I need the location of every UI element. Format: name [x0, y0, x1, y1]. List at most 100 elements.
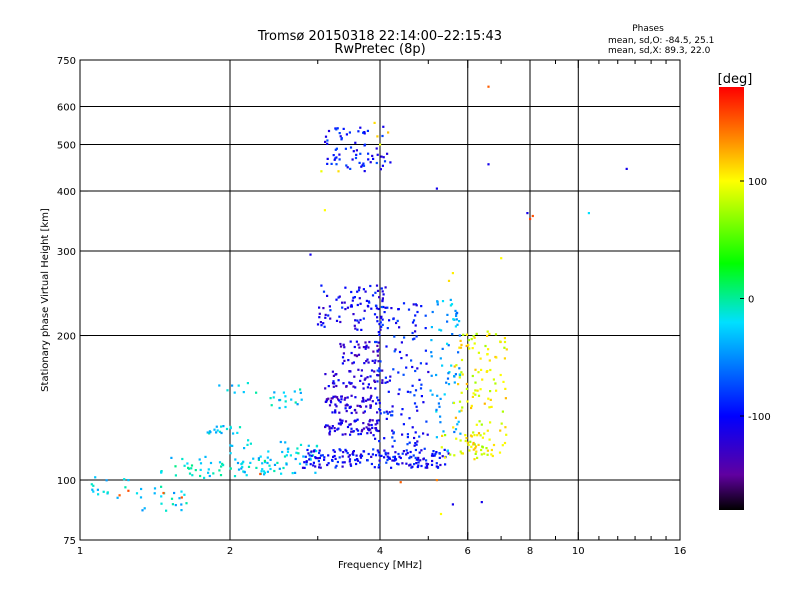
data-point [366, 358, 369, 361]
data-point [360, 328, 363, 331]
data-point [387, 452, 390, 455]
data-point [328, 427, 331, 430]
data-point [344, 396, 347, 400]
data-point [221, 462, 224, 465]
data-point [384, 453, 387, 456]
data-point [334, 395, 337, 398]
data-point [384, 451, 387, 454]
data-point [473, 434, 476, 437]
data-point [269, 467, 272, 471]
data-point [470, 445, 473, 448]
data-point [416, 458, 420, 461]
data-point [356, 458, 359, 461]
data-point [324, 135, 328, 138]
data-point [447, 279, 451, 282]
data-point [364, 347, 367, 350]
data-point [332, 385, 335, 388]
data-point [370, 455, 373, 458]
data-point [376, 369, 379, 372]
data-point [379, 412, 382, 415]
data-point [353, 409, 356, 412]
data-point [480, 453, 483, 456]
data-point [357, 353, 361, 356]
data-point [370, 462, 373, 466]
data-point [333, 454, 336, 458]
data-point [342, 382, 345, 385]
data-point [369, 431, 372, 434]
data-point [420, 383, 423, 386]
data-point [320, 324, 323, 327]
data-point [360, 165, 363, 168]
data-point [416, 310, 419, 314]
data-point [379, 143, 382, 146]
data-point [330, 397, 333, 400]
data-point [477, 443, 480, 446]
data-point [326, 294, 329, 297]
data-point [411, 426, 414, 429]
data-point [436, 301, 439, 304]
data-point [354, 458, 357, 462]
data-point [342, 352, 345, 355]
data-point [465, 387, 468, 390]
data-point [363, 378, 366, 381]
data-point [430, 374, 433, 377]
data-point [374, 454, 378, 457]
data-point [352, 313, 355, 316]
data-point [242, 470, 245, 473]
data-point [340, 398, 343, 401]
data-point [419, 387, 423, 390]
data-point [365, 360, 368, 363]
data-point [406, 436, 409, 439]
data-point [374, 291, 377, 294]
data-point [338, 158, 341, 161]
data-point [215, 431, 218, 434]
data-point [386, 306, 389, 309]
data-point [124, 486, 127, 489]
data-point [449, 453, 452, 456]
data-point [361, 396, 365, 400]
data-point [269, 458, 272, 461]
data-point [343, 398, 346, 401]
data-point [371, 426, 374, 429]
data-point [453, 381, 456, 384]
data-point [419, 362, 422, 365]
data-point [375, 307, 378, 310]
data-point [139, 496, 143, 499]
data-point [198, 458, 201, 461]
data-point [327, 454, 330, 457]
data-point [305, 460, 308, 464]
data-point [284, 405, 287, 409]
data-point [459, 450, 462, 453]
data-point [282, 466, 285, 470]
data-point [255, 391, 258, 394]
data-point [344, 308, 347, 311]
data-point [375, 284, 379, 287]
data-point [471, 347, 474, 350]
data-point [439, 357, 442, 360]
data-point [363, 362, 366, 365]
data-point [366, 386, 369, 389]
data-point [345, 133, 348, 136]
data-point [452, 318, 455, 321]
data-point [320, 170, 323, 173]
data-point [458, 346, 461, 349]
data-point [218, 384, 221, 387]
data-point [252, 457, 255, 460]
data-point [473, 336, 476, 339]
data-point [376, 344, 379, 347]
data-point [375, 419, 379, 422]
data-point [352, 385, 355, 388]
data-point [413, 444, 416, 447]
data-point [495, 356, 498, 359]
data-point [340, 137, 343, 140]
data-point [492, 443, 496, 447]
data-point [367, 158, 370, 161]
data-point [355, 153, 358, 156]
data-point [458, 376, 461, 379]
data-point [378, 402, 381, 405]
data-point [416, 440, 419, 443]
data-point [354, 156, 358, 160]
x-tick-label: 16 [674, 546, 687, 557]
data-point [356, 459, 360, 462]
data-point [392, 317, 395, 321]
